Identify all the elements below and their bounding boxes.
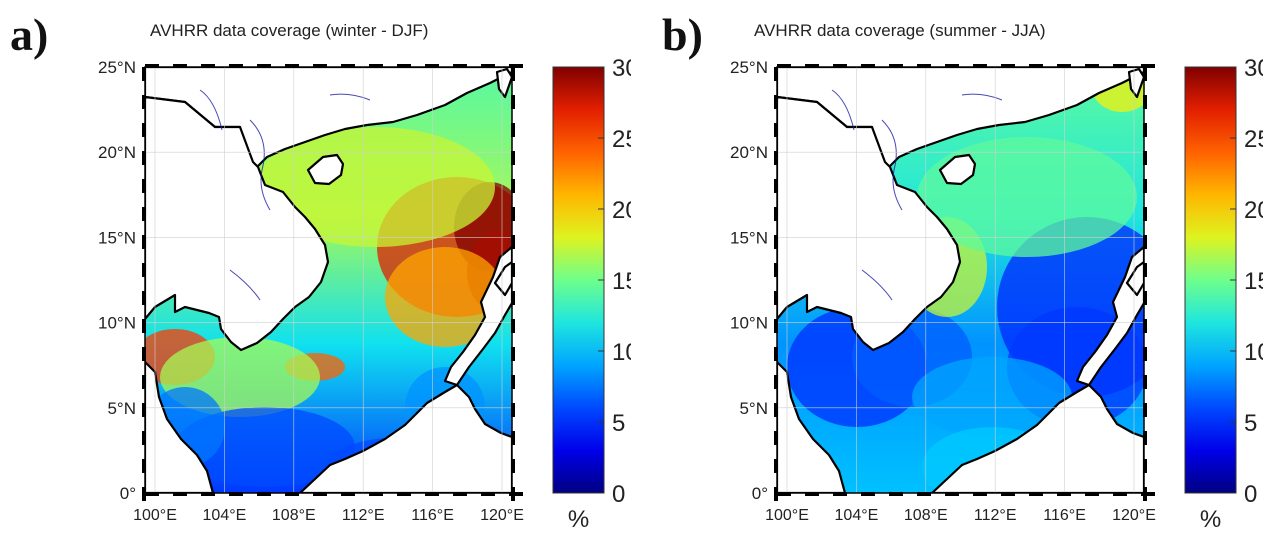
colorbar-unit-label: % (1200, 506, 1221, 533)
lat-tick-label: 20°N (730, 143, 768, 162)
map-title: AVHRR data coverage (summer - JJA) (754, 21, 1046, 40)
land-hainan (306, 153, 345, 186)
colorbar-tick-label: 15 (1244, 268, 1263, 295)
colorbar (1184, 66, 1237, 494)
map-field (145, 67, 512, 493)
lon-tick-label: 120°E (480, 507, 524, 524)
land-palawan (493, 260, 512, 297)
lon-tick-label: 104°E (203, 507, 247, 524)
colorbar-tick-label: 30 (612, 55, 631, 82)
lon-tick-label: 120°E (1112, 507, 1156, 524)
colorbar-tick-label: 5 (612, 410, 625, 437)
land-borneo (930, 383, 1144, 493)
land-malay (777, 360, 847, 493)
lat-tick-label: 10°N (98, 314, 136, 333)
colorbar-tick-label: 5 (1244, 410, 1257, 437)
map-title: AVHRR data coverage (winter - DJF) (150, 21, 429, 40)
land-hainan (938, 153, 977, 186)
colorbar-tick-label: 10 (1244, 339, 1263, 366)
lat-tick-label: 5°N (107, 399, 136, 418)
map-summer-svg: 0° 5°N 10°N 15°N 20°N 25°N 100°E 104°E 108°E 112°… (730, 55, 1263, 533)
land-indochina (145, 95, 330, 352)
lon-tick-label: 100°E (765, 507, 809, 524)
river (199, 89, 223, 131)
land-taiwan (1127, 67, 1144, 99)
colorbar-tick-label: 20 (1244, 197, 1263, 224)
colorbar-tick-label: 25 (1244, 126, 1263, 153)
map-frame (774, 64, 1155, 501)
land-palawan (1125, 260, 1144, 297)
lat-tick-label: 25°N (98, 58, 136, 77)
map-frame (142, 64, 523, 501)
river (329, 93, 371, 101)
colorbar-tick-label: 10 (612, 339, 631, 366)
panel-summer: 0° 5°N 10°N 15°N 20°N 25°N 100°E 104°E 108°E 112°… (632, 0, 1263, 534)
colorbar-unit-label: % (568, 506, 589, 533)
colorbar-tick-label: 0 (1244, 481, 1257, 508)
panel-letter: b) (662, 9, 703, 60)
panel-letter: a) (10, 9, 49, 60)
land-malay (145, 360, 215, 493)
land-indochina (777, 95, 962, 352)
lon-tick-label: 116°E (1043, 507, 1086, 524)
lon-tick-label: 112°E (974, 507, 1017, 524)
lon-tick-label: 116°E (411, 507, 454, 524)
lat-tick-label: 0° (120, 484, 136, 503)
lon-tick-label: 100°E (133, 507, 177, 524)
river (831, 89, 855, 131)
lat-tick-label: 25°N (730, 58, 768, 77)
lat-tick-label: 0° (752, 484, 768, 503)
colorbar-tick-label: 20 (612, 197, 631, 224)
lon-tick-label: 104°E (835, 507, 879, 524)
lat-tick-label: 5°N (739, 399, 768, 418)
river (229, 269, 261, 301)
colorbar-tick-label: 0 (612, 481, 625, 508)
river (249, 119, 271, 211)
river (861, 269, 893, 301)
lon-tick-label: 108°E (272, 507, 316, 524)
colorbar-tick-label: 25 (612, 126, 631, 153)
lat-tick-label: 15°N (98, 228, 136, 247)
colorbar (552, 66, 605, 494)
lat-tick-label: 15°N (730, 228, 768, 247)
lon-tick-label: 108°E (904, 507, 948, 524)
map-winter-svg: 0° 5°N 10°N 15°N 20°N 25°N 100°E 104°E 108°E 112°… (98, 55, 631, 533)
lat-tick-label: 10°N (730, 314, 768, 333)
colorbar-tick-label: 30 (1244, 55, 1263, 82)
river (961, 93, 1003, 101)
lon-tick-label: 112°E (342, 507, 385, 524)
river (881, 119, 903, 211)
land-borneo (298, 383, 512, 493)
land-taiwan (495, 67, 512, 99)
colorbar-tick-label: 15 (612, 268, 631, 295)
panel-winter: 0° 5°N 10°N 15°N 20°N 25°N 100°E 104°E 108°E 112°… (0, 0, 631, 534)
map-field (777, 67, 1144, 493)
lat-tick-label: 20°N (98, 143, 136, 162)
